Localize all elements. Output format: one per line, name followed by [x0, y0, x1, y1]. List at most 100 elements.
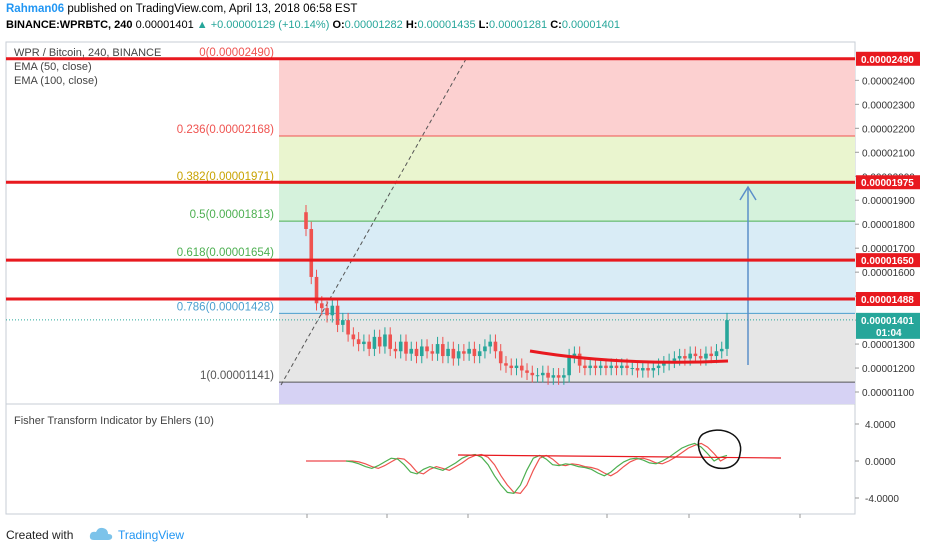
fisher-trend-line[interactable]: [457, 454, 782, 459]
fib-zone-below: [279, 382, 855, 404]
fib-zone: [279, 183, 855, 222]
candle-body: [656, 365, 661, 369]
candle-body: [477, 351, 482, 357]
candle-body: [388, 334, 392, 349]
price-tags: 0.00002490 0.00001975 0.00001650 0.00001488…: [856, 51, 920, 339]
fisher-transform-series: [306, 442, 728, 495]
candle-body: [541, 372, 545, 376]
created-with-text: Created with: [6, 528, 74, 542]
time-tick-label: Apr: [378, 518, 396, 520]
candle-body: [514, 365, 519, 369]
candle-body: [493, 341, 498, 352]
candle-body: [304, 212, 308, 229]
price-tick-label: 0.00002100: [862, 148, 915, 159]
fib-label-0.382: 0.382(0.00001971): [177, 171, 274, 183]
time-tick-label: 9: [604, 518, 610, 520]
low-value: 0.00001281: [489, 19, 548, 31]
bar-countdown: 01:04: [876, 328, 902, 339]
blue-arrow-annotation[interactable]: [739, 185, 757, 365]
publish-line: Rahman06 published on TradingView.com, A…: [6, 3, 357, 15]
candle-body: [393, 348, 398, 352]
candle-body: [646, 368, 650, 371]
candle-body: [714, 351, 719, 357]
candle-body: [425, 346, 429, 352]
open-value: 0.00001282: [344, 19, 403, 31]
circle-annotation[interactable]: [697, 429, 742, 470]
candle-body: [414, 348, 419, 357]
price-tick-label: 0.00002200: [862, 124, 915, 135]
time-tick-label: 4: [465, 518, 471, 520]
fib-retracement[interactable]: [279, 58, 855, 404]
candle-body: [609, 365, 614, 369]
candle-body: [356, 339, 361, 345]
author-link[interactable]: Rahman06: [6, 3, 65, 15]
candle-body: [688, 353, 692, 359]
time-axis[interactable]: 07:00 Apr 4 9 12 16: [294, 514, 806, 520]
candle-body: [430, 351, 435, 354]
candle-body: [672, 358, 677, 361]
price-axis[interactable]: 0.000011000.000012000.000013000.00001400…: [855, 76, 915, 399]
price-tick-label: 0.00002300: [862, 100, 915, 111]
price-tick-label: 0.00002400: [862, 76, 915, 87]
candle-body: [567, 356, 571, 376]
candle-body: [372, 336, 377, 349]
candle-body: [472, 348, 477, 357]
fib-label-0.5: 0.5(0.00001813): [190, 209, 275, 221]
candle-body: [435, 344, 440, 354]
candle-body: [619, 365, 624, 369]
candle-body: [409, 348, 414, 354]
candle-body: [546, 372, 550, 378]
candle-body: [677, 356, 682, 359]
price-change: ▲ +0.00000129 (+10.14%): [196, 19, 330, 31]
fib-label-0.618: 0.618(0.00001654): [177, 247, 274, 259]
candle-body: [509, 365, 514, 369]
candle-body: [483, 346, 487, 352]
horizontal-resistance-lines[interactable]: [6, 57, 855, 301]
indicator-axis: 4.0000 0.0000 -4.0000: [855, 420, 899, 505]
arrow-head-icon: [739, 185, 757, 201]
candle-body: [625, 365, 629, 369]
tradingview-cloud-icon: [89, 527, 113, 540]
candle-body: [641, 368, 645, 371]
candle-body: [341, 320, 345, 325]
candle-body: [456, 351, 461, 359]
fib-label-1: 1(0.00001141): [200, 370, 274, 382]
high-value: 0.00001435: [417, 19, 476, 31]
candle-body: [519, 365, 524, 371]
price-tag-label: 0.00001975: [861, 178, 914, 189]
current-price-tag-bg: [856, 312, 920, 339]
price-chart[interactable]: 0(0.00002490) 0.236(0.00002168) 0.382(0.00…: [0, 34, 932, 520]
indicator-title[interactable]: Fisher Transform Indicator by Ehlers (10…: [14, 415, 214, 427]
time-tick-label: 07:00: [294, 518, 320, 520]
price-tick-label: 0.00001700: [862, 244, 915, 255]
indicator-tick-label: -4.0000: [865, 494, 899, 505]
candle-body: [614, 365, 619, 369]
candle-body: [719, 348, 724, 352]
high-label: H:: [405, 19, 418, 31]
candle-body: [504, 363, 508, 366]
fib-zone: [279, 135, 855, 184]
candle-body: [325, 308, 329, 316]
publish-text: published on TradingView.com, April 13, …: [67, 3, 358, 15]
candle-body: [635, 368, 640, 371]
red-curve-annotation[interactable]: [529, 349, 729, 364]
candle-body: [604, 365, 608, 369]
legend-ema100[interactable]: EMA (100, close): [14, 75, 98, 87]
fib-zone: [279, 313, 855, 383]
candle-body: [441, 344, 445, 357]
fib-label-0: 0(0.00002490): [199, 47, 274, 59]
legend-ema50[interactable]: EMA (50, close): [14, 61, 92, 73]
candle-body: [309, 228, 314, 277]
candle-body: [462, 351, 466, 354]
fisher-line: [345, 442, 728, 495]
price-tick-label: 0.00001300: [862, 340, 915, 351]
candle-body: [651, 368, 656, 371]
candle-body: [577, 353, 582, 366]
candle-body: [662, 363, 666, 366]
tradingview-brand[interactable]: TradingView: [118, 528, 185, 542]
candle-body: [383, 334, 387, 347]
candle-body: [593, 365, 598, 369]
price-tag-label: 0.00001650: [861, 256, 914, 267]
candle-body: [346, 320, 350, 335]
candle-body: [698, 356, 703, 359]
